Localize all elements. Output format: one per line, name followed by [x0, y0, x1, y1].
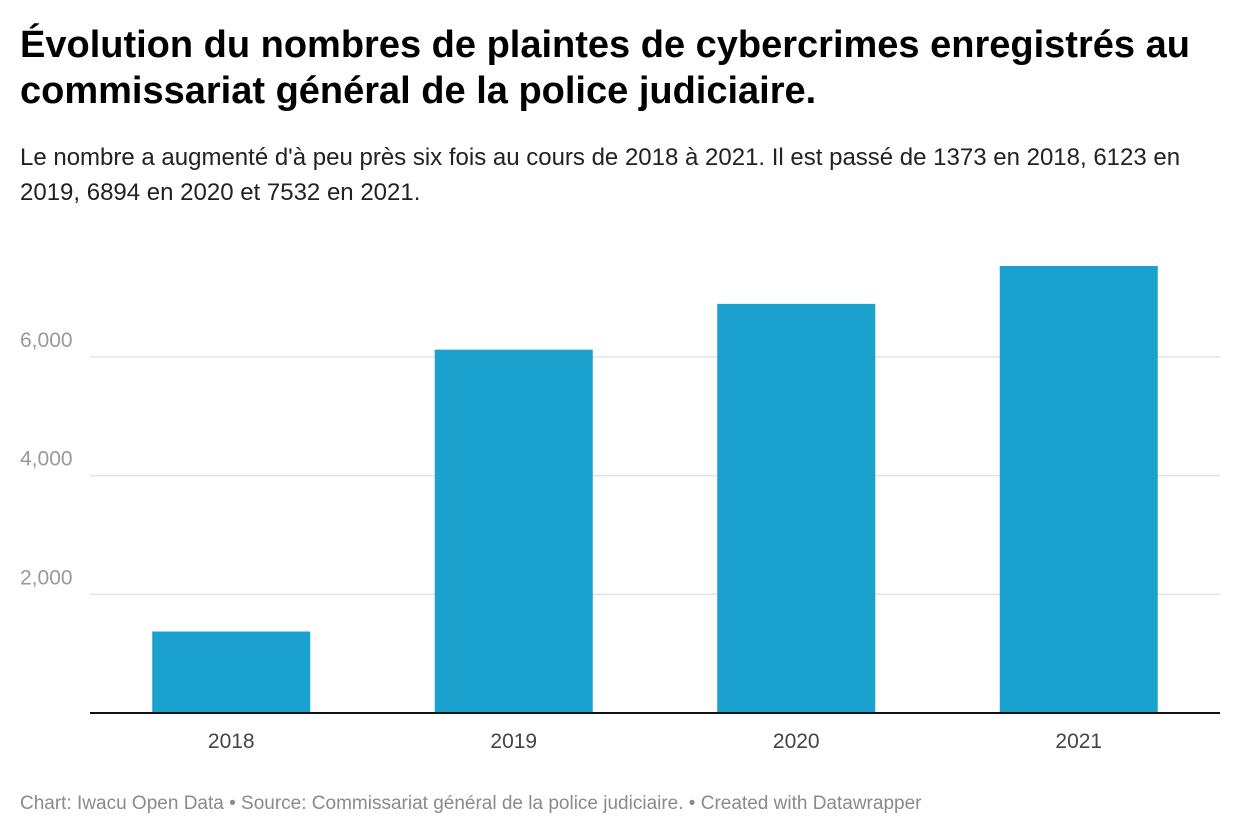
x-tick-label: 2019	[490, 730, 537, 753]
chart-footer: Chart: Iwacu Open Data • Source: Commiss…	[20, 793, 1220, 815]
chart-subtitle: Le nombre a augmenté d'à peu près six fo…	[20, 144, 1181, 206]
footer-separator: •	[683, 793, 701, 814]
source-note: Source: Commissariat général de la polic…	[241, 793, 684, 814]
bar-2019	[434, 349, 593, 713]
bar-2021	[999, 266, 1158, 713]
bar-chart: 2,000 4,000 6,000 2018 2019 2020 2021	[20, 266, 1220, 753]
y-tick-label: 4,000	[20, 448, 73, 471]
x-tick-label: 2020	[773, 730, 820, 753]
chart-credit: Chart: Iwacu Open Data	[20, 793, 224, 814]
x-tick-label: 2021	[1055, 730, 1102, 753]
y-tick-label: 2,000	[20, 566, 73, 589]
bar-2018	[152, 631, 311, 713]
created-with-note: Created with Datawrapper	[700, 793, 922, 814]
chart-title: Évolution du nombres de plaintes de cybe…	[20, 24, 1190, 112]
y-tick-label: 6,000	[20, 329, 73, 352]
bar-2020	[717, 303, 876, 713]
footer-separator: •	[223, 793, 242, 814]
x-tick-label: 2018	[208, 730, 255, 753]
